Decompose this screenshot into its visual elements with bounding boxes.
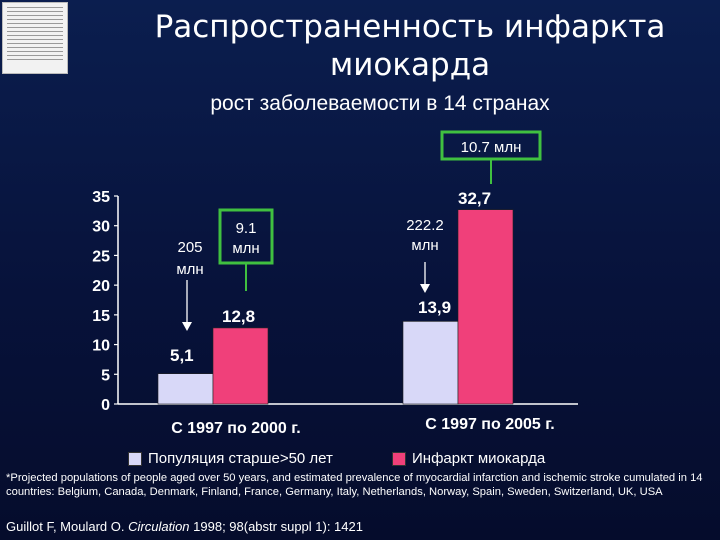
y-tick-label: 0 [101,397,110,414]
x-tick-label: С 1997 по 2000 г. [171,420,300,437]
footnote: *Projected populations of people aged ov… [6,472,703,498]
annotation-arrowhead [182,322,192,331]
legend-swatch-population [128,451,142,466]
annotation-line: млн [232,240,259,257]
y-tick-label: 20 [92,278,110,295]
legend-swatch-mi [392,451,406,466]
y-tick-label: 15 [92,308,110,325]
y-tick-label: 35 [92,189,110,206]
legend-item-population: Популяция старше>50 лет [128,450,333,467]
slide-subtitle: рост заболеваемости в 14 странах [210,92,550,115]
data-label: 12,8 [222,307,255,326]
annotation-line: 222.2 [406,217,444,234]
annotation-line: млн [411,237,438,254]
bar-population-1 [402,321,459,405]
slide-title: Распространенность инфаркта миокарда [154,9,666,83]
annotation-text: 205 млн [176,239,203,278]
y-tick-label: 10 [92,338,110,355]
document-thumbnail [2,2,68,74]
citation-rest: 1998; 98(abstr suppl 1): 1421 [189,519,363,534]
legend-label-mi: Инфаркт миокарда [412,450,546,467]
data-label: 13,9 [418,298,451,317]
bar-mi-0 [212,327,269,405]
data-label: 32,7 [458,189,491,208]
citation: Guillot F, Moulard O. Circulation 1998; … [6,519,714,534]
annotation-text: 222.2 млн [406,217,444,254]
bar-chart: 0 5 10 15 20 25 30 35 5,1 13,9 12,8 32,7 С 1997 по 2… [92,130,554,437]
y-tick-label: 25 [92,248,110,265]
chart-legend: Популяция старше>50 лет Инфаркт миокарда [0,450,720,470]
legend-label-population: Популяция старше>50 лет [148,450,333,467]
data-label: 5,1 [170,346,194,365]
annotation-arrowhead [420,284,430,293]
citation-authors: Guillot F, Moulard O. [6,519,129,534]
annotation-line: млн [176,261,203,278]
bar-mi-1 [457,209,514,405]
legend-item-mi: Инфаркт миокарда [392,450,545,467]
x-tick-label: С 1997 по 2005 г. [425,416,554,433]
annotation-text: 9.1 млн [232,220,259,257]
annotation-line: 9.1 [236,220,257,237]
bar-population-0 [157,373,214,405]
citation-journal: Circulation [128,519,190,534]
annotation-line: 205 [177,239,202,256]
annotation-text: 10.7 млн [461,139,522,156]
y-tick-label: 30 [92,219,110,236]
y-tick-label: 5 [101,367,110,384]
